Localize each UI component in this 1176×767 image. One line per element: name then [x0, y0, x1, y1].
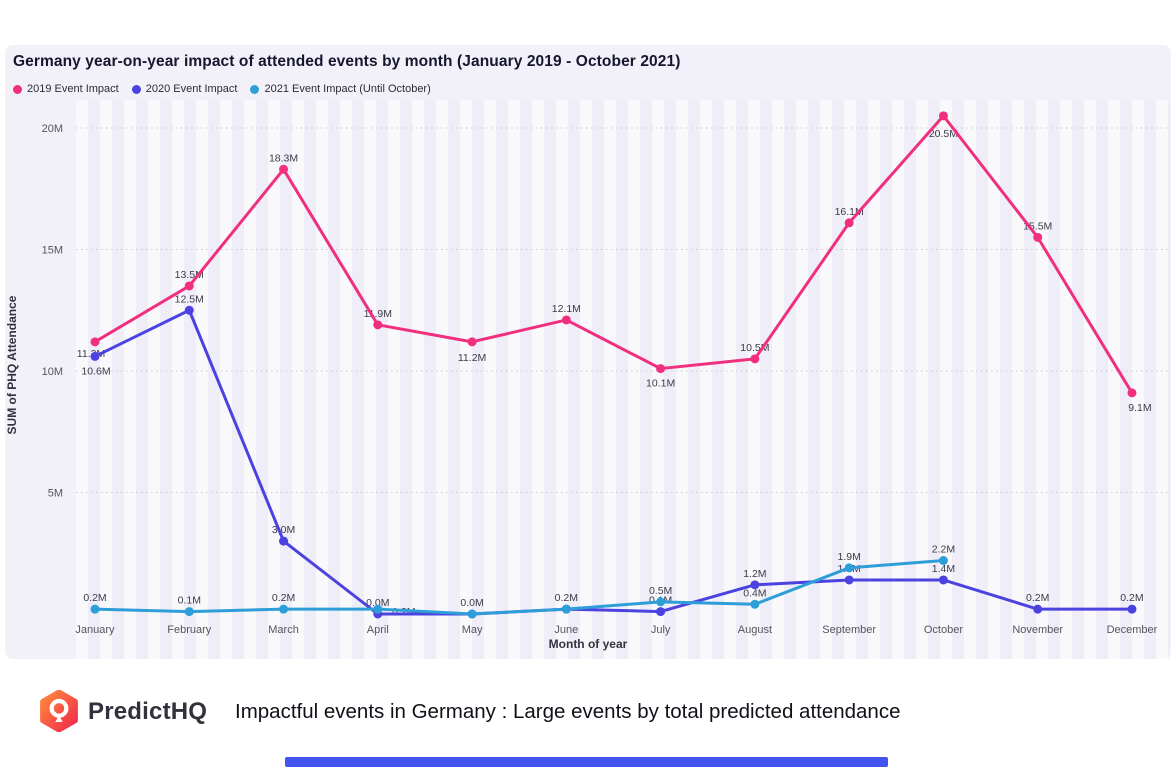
data-label: 0.2M: [272, 592, 295, 604]
data-label: 0.2M: [1026, 592, 1049, 604]
data-label: 18.3M: [269, 152, 298, 164]
data-point[interactable]: [844, 218, 854, 228]
data-point[interactable]: [90, 337, 100, 347]
x-tick-label: April: [367, 624, 389, 636]
data-point[interactable]: [844, 563, 854, 573]
y-tick-label: 5M: [48, 488, 63, 500]
series-line: [93, 559, 945, 616]
y-tick-label: 20M: [42, 123, 63, 135]
footer-caption: Impactful events in Germany : Large even…: [235, 700, 901, 723]
legend: 2019 Event Impact 2020 Event Impact 2021 E…: [13, 83, 431, 95]
data-label: 1.4M: [932, 563, 955, 575]
data-point[interactable]: [750, 599, 760, 609]
x-tick-label: January: [75, 624, 115, 636]
x-tick-label: June: [554, 624, 578, 636]
legend-label: 2019 Event Impact: [27, 83, 119, 95]
data-label: 0.0M: [460, 597, 483, 609]
chart-canvas: 5M 10M 15M 20M SUM of PHQ Attendance Month of…: [5, 111, 1171, 651]
data-label: 0.5M: [649, 585, 672, 597]
data-point[interactable]: [1127, 604, 1137, 614]
series-line: [93, 114, 1134, 395]
data-point[interactable]: [938, 111, 948, 121]
data-point[interactable]: [1127, 388, 1137, 398]
data-label: 2.2M: [932, 544, 955, 556]
data-point[interactable]: [938, 575, 948, 585]
data-label: 12.5M: [175, 293, 204, 305]
data-label: 9.1M: [1128, 402, 1151, 414]
legend-label: 2021 Event Impact (Until October): [264, 83, 431, 95]
data-point[interactable]: [750, 580, 760, 590]
data-point[interactable]: [1033, 232, 1043, 242]
x-axis-title: Month of year: [549, 637, 628, 651]
data-point[interactable]: [279, 164, 289, 174]
data-point[interactable]: [373, 320, 383, 330]
legend-swatch-icon: [13, 84, 22, 94]
data-point[interactable]: [656, 607, 666, 617]
series-line: [93, 308, 1134, 616]
horizontal-scrollbar-thumb[interactable]: [285, 757, 888, 767]
legend-item[interactable]: 2021 Event Impact (Until October): [250, 83, 431, 95]
x-tick-label: February: [167, 624, 212, 636]
data-label: 10.6M: [81, 365, 110, 377]
data-point[interactable]: [184, 607, 194, 617]
legend-swatch-icon: [131, 84, 141, 94]
data-label: 0.4M: [743, 587, 766, 599]
data-point[interactable]: [561, 315, 571, 325]
data-label: 3.0M: [272, 524, 295, 536]
x-tick-label: November: [1012, 624, 1063, 636]
data-point[interactable]: [279, 536, 289, 546]
data-point[interactable]: [1033, 604, 1043, 614]
data-point[interactable]: [844, 575, 854, 585]
legend-item[interactable]: 2019 Event Impact: [13, 83, 119, 95]
data-label: 12.1M: [552, 303, 581, 315]
y-tick-label: 15M: [42, 245, 63, 257]
x-tick-label: October: [924, 624, 963, 636]
predicthq-logo-icon: [40, 690, 78, 732]
x-tick-label: July: [651, 624, 671, 636]
x-tick-label: March: [268, 624, 299, 636]
y-axis-title: SUM of PHQ Attendance: [5, 295, 19, 434]
x-tick-label: September: [822, 624, 876, 636]
legend-label: 2020 Event Impact: [145, 83, 238, 95]
data-label: 10.1M: [646, 378, 675, 390]
data-point[interactable]: [373, 604, 383, 614]
data-label: 0.2M: [1120, 592, 1143, 604]
footer: PredictHQ Impactful events in Germany : …: [0, 672, 1176, 757]
data-label: 20.5M: [929, 128, 958, 140]
data-point[interactable]: [184, 281, 194, 291]
data-label: 1.2M: [743, 568, 766, 580]
data-label: 11.2M: [458, 352, 486, 364]
data-point[interactable]: [750, 354, 760, 364]
data-point[interactable]: [561, 604, 571, 614]
data-point[interactable]: [656, 597, 666, 607]
data-point[interactable]: [279, 604, 289, 614]
data-label: 0.2M: [555, 592, 578, 604]
data-point[interactable]: [938, 556, 948, 566]
plot-background: [76, 100, 1170, 659]
legend-item[interactable]: 2020 Event Impact: [131, 83, 238, 95]
data-point[interactable]: [184, 305, 194, 315]
data-point[interactable]: [656, 364, 666, 374]
data-point[interactable]: [90, 604, 100, 614]
brand-name: PredictHQ: [88, 698, 208, 725]
x-tick-label: May: [462, 624, 483, 636]
data-label: 0.2M: [83, 592, 106, 604]
data-label: 0.0M: [366, 597, 389, 609]
x-tick-label: August: [738, 624, 772, 636]
y-tick-label: 10M: [42, 366, 63, 378]
legend-swatch-icon: [250, 84, 260, 94]
chart-title: Germany year-on-year impact of attended …: [13, 53, 681, 70]
data-label: 0.1M: [178, 595, 201, 607]
chart-panel: Germany year-on-year impact of attended …: [5, 45, 1171, 659]
data-label: 1.9M: [837, 551, 860, 563]
data-point[interactable]: [467, 609, 477, 619]
data-point[interactable]: [467, 337, 477, 347]
data-point[interactable]: [90, 351, 100, 361]
x-tick-label: December: [1107, 624, 1158, 636]
